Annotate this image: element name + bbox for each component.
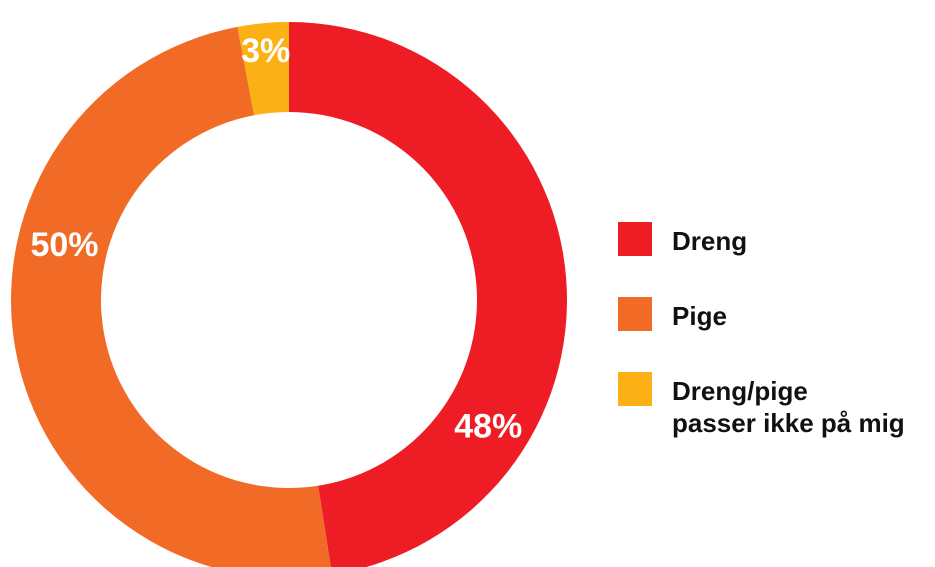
legend-item-pige: Pige bbox=[618, 297, 928, 332]
legend-label-dreng-pige: Dreng/pige passer ikke på mig bbox=[672, 376, 905, 438]
donut-slice-dreng-pige bbox=[237, 22, 289, 116]
legend-item-dreng-pige: Dreng/pige passer ikke på mig bbox=[618, 372, 928, 439]
legend-label-pige: Pige bbox=[672, 301, 727, 331]
legend: Dreng Pige Dreng/pige passer ikke på mig bbox=[618, 222, 928, 479]
donut-slice-labels: 48% 50% 3% bbox=[30, 32, 522, 445]
legend-swatch-pige bbox=[618, 297, 652, 331]
donut-slice-pige bbox=[10, 26, 331, 567]
legend-swatch-dreng bbox=[618, 222, 652, 256]
donut-label-pige: 50% bbox=[30, 226, 98, 264]
donut-slices bbox=[10, 22, 567, 567]
donut-label-dreng: 48% bbox=[454, 407, 522, 445]
legend-item-dreng: Dreng bbox=[618, 222, 928, 257]
legend-swatch-dreng-pige bbox=[618, 372, 652, 406]
donut-label-dreng-pige: 3% bbox=[241, 32, 290, 70]
legend-label-dreng: Dreng bbox=[672, 226, 748, 256]
donut-slice-dreng bbox=[289, 22, 567, 567]
